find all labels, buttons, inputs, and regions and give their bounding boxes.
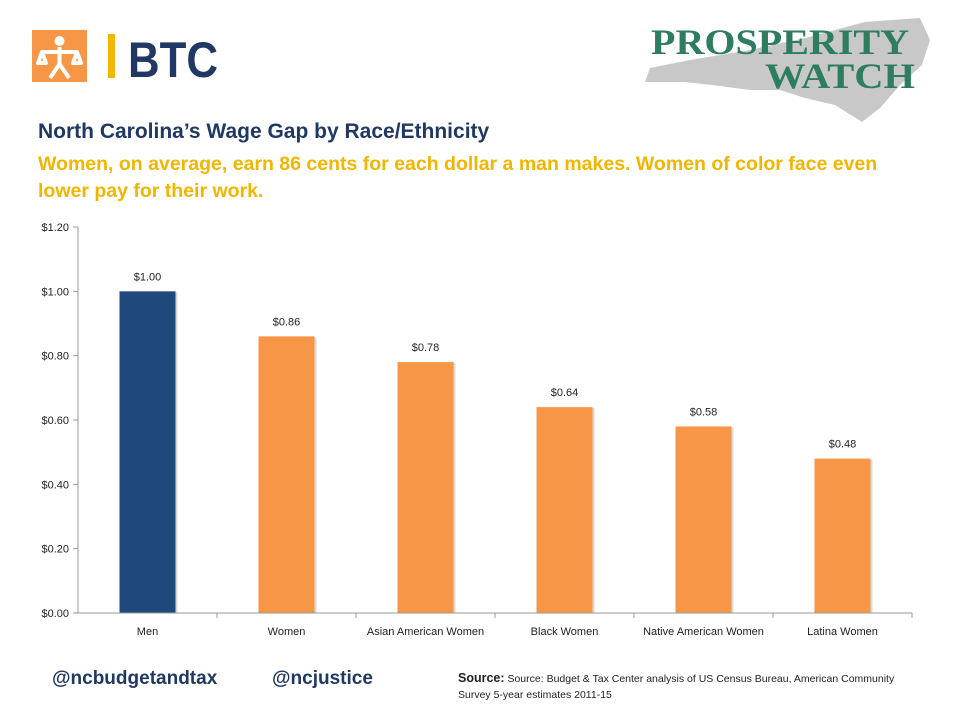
bar [119,291,176,613]
data-label: $1.00 [134,271,162,283]
y-tick-label: $0.60 [41,415,69,427]
data-label: $0.86 [273,316,301,328]
data-label: $0.58 [690,406,718,418]
x-tick-label: Men [137,626,158,638]
nc-state-silhouette [645,18,930,122]
bar [397,362,454,613]
twitter-handle-ncjustice: @ncjustice [272,668,373,689]
bar [814,458,871,613]
bar [258,336,315,613]
pw-logo-line2: WATCH [765,56,915,96]
source-text: Source: Budget & Tax Center analysis of … [458,673,895,701]
y-tick-label: $0.00 [41,608,69,620]
prosperity-watch-logo: PROSPERITY WATCH [630,10,930,125]
bar-chart: $0.00 $0.20 $0.40 $0.60 $0.80 $1.00 $1.20 $1.0… [41,222,913,638]
bar [675,426,732,613]
pw-logo-line1: PROSPERITY [651,22,909,62]
y-tick-label: $0.40 [41,479,69,491]
data-label: $0.48 [829,439,857,451]
x-tick-label: Asian American Women [367,626,484,638]
x-tick-label: Black Women [531,626,599,638]
x-axis: Men Women Asian American Women Black Women N… [78,612,913,638]
y-tick-label: $0.20 [41,544,69,556]
source-label: Source: [458,671,505,685]
btc-logo: BTC [32,30,222,88]
data-label: $0.64 [551,387,579,399]
twitter-handle-ncbudgetandtax: @ncbudgetandtax [52,668,218,689]
x-tick-label: Women [268,626,306,638]
chart-title: North Carolina’s Wage Gap by Race/Ethnic… [38,120,490,143]
y-tick-label: $1.20 [41,222,69,234]
x-tick-label: Latina Women [807,626,878,638]
btc-logo-text: BTC [128,32,218,88]
y-axis: $0.00 $0.20 $0.40 $0.60 $0.80 $1.00 $1.20 [41,222,79,620]
y-tick-label: $1.00 [41,286,69,298]
data-label: $0.78 [412,342,440,354]
x-tick-label: Native American Women [643,626,764,638]
chart-subtitle: Women, on average, earn 86 cents for eac… [38,153,878,202]
y-tick-label: $0.80 [41,351,69,363]
bars: $1.00 $0.86 $0.78 $0.64 $0.58 $0.48 [119,271,873,613]
bar [536,407,593,613]
source-note: Source: Source: Budget & Tax Center anal… [458,670,928,703]
